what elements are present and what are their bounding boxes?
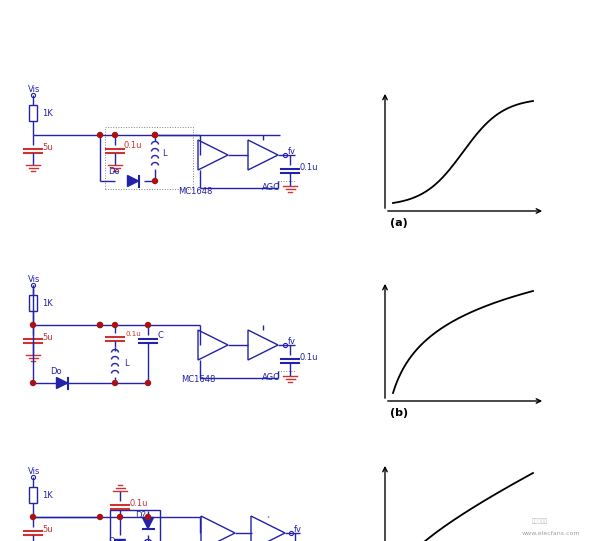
Text: (b): (b) — [390, 408, 408, 418]
Circle shape — [98, 133, 102, 137]
Circle shape — [117, 514, 123, 519]
Text: fv: fv — [288, 338, 296, 346]
Text: D?: D? — [135, 511, 146, 519]
Text: L: L — [162, 149, 167, 159]
Text: AGC: AGC — [262, 183, 280, 193]
Polygon shape — [114, 539, 126, 541]
Text: Do: Do — [108, 537, 120, 541]
Circle shape — [146, 514, 150, 519]
Text: 1K: 1K — [42, 299, 53, 307]
Text: 5u: 5u — [42, 333, 53, 342]
Text: Do: Do — [108, 167, 120, 175]
Circle shape — [31, 380, 35, 386]
Bar — [110, 510, 160, 541]
Circle shape — [153, 179, 158, 183]
Text: Vis: Vis — [28, 274, 40, 283]
Circle shape — [31, 514, 35, 519]
Circle shape — [113, 322, 117, 327]
Text: (a): (a) — [390, 218, 408, 228]
Text: 0.1u: 0.1u — [300, 163, 319, 173]
Text: 1K: 1K — [42, 109, 53, 117]
Circle shape — [98, 514, 102, 519]
Text: Do: Do — [50, 366, 62, 375]
Text: Vis: Vis — [28, 466, 40, 476]
Polygon shape — [128, 175, 138, 187]
Bar — [29, 487, 37, 503]
Circle shape — [31, 322, 35, 327]
Text: fv: fv — [288, 148, 296, 156]
Polygon shape — [143, 518, 153, 529]
Text: MC1648: MC1648 — [178, 187, 212, 195]
Circle shape — [113, 133, 117, 137]
Circle shape — [153, 133, 158, 137]
Circle shape — [146, 380, 150, 386]
Text: 0.1u: 0.1u — [130, 498, 149, 507]
Text: L: L — [124, 359, 129, 367]
Bar — [29, 295, 37, 311]
Circle shape — [153, 133, 158, 137]
Text: 电子发烧友: 电子发烧友 — [532, 518, 548, 524]
Text: 0.1u: 0.1u — [300, 353, 319, 362]
Text: C: C — [157, 332, 163, 340]
Bar — [29, 105, 37, 121]
Polygon shape — [56, 378, 68, 388]
Text: 1K: 1K — [42, 491, 53, 499]
Circle shape — [146, 322, 150, 327]
Text: 5u: 5u — [42, 143, 53, 153]
Text: 0.1u: 0.1u — [124, 142, 143, 150]
Bar — [105, 127, 193, 189]
Text: www.elecfans.com: www.elecfans.com — [522, 531, 580, 536]
Circle shape — [98, 322, 102, 327]
Text: Vis: Vis — [28, 84, 40, 94]
Text: 0.1u: 0.1u — [125, 331, 141, 337]
Text: fv: fv — [294, 525, 302, 535]
Circle shape — [98, 322, 102, 327]
Text: 5u: 5u — [42, 525, 53, 535]
Circle shape — [113, 380, 117, 386]
Text: AGC: AGC — [262, 373, 280, 382]
Text: MC1648: MC1648 — [181, 374, 215, 384]
